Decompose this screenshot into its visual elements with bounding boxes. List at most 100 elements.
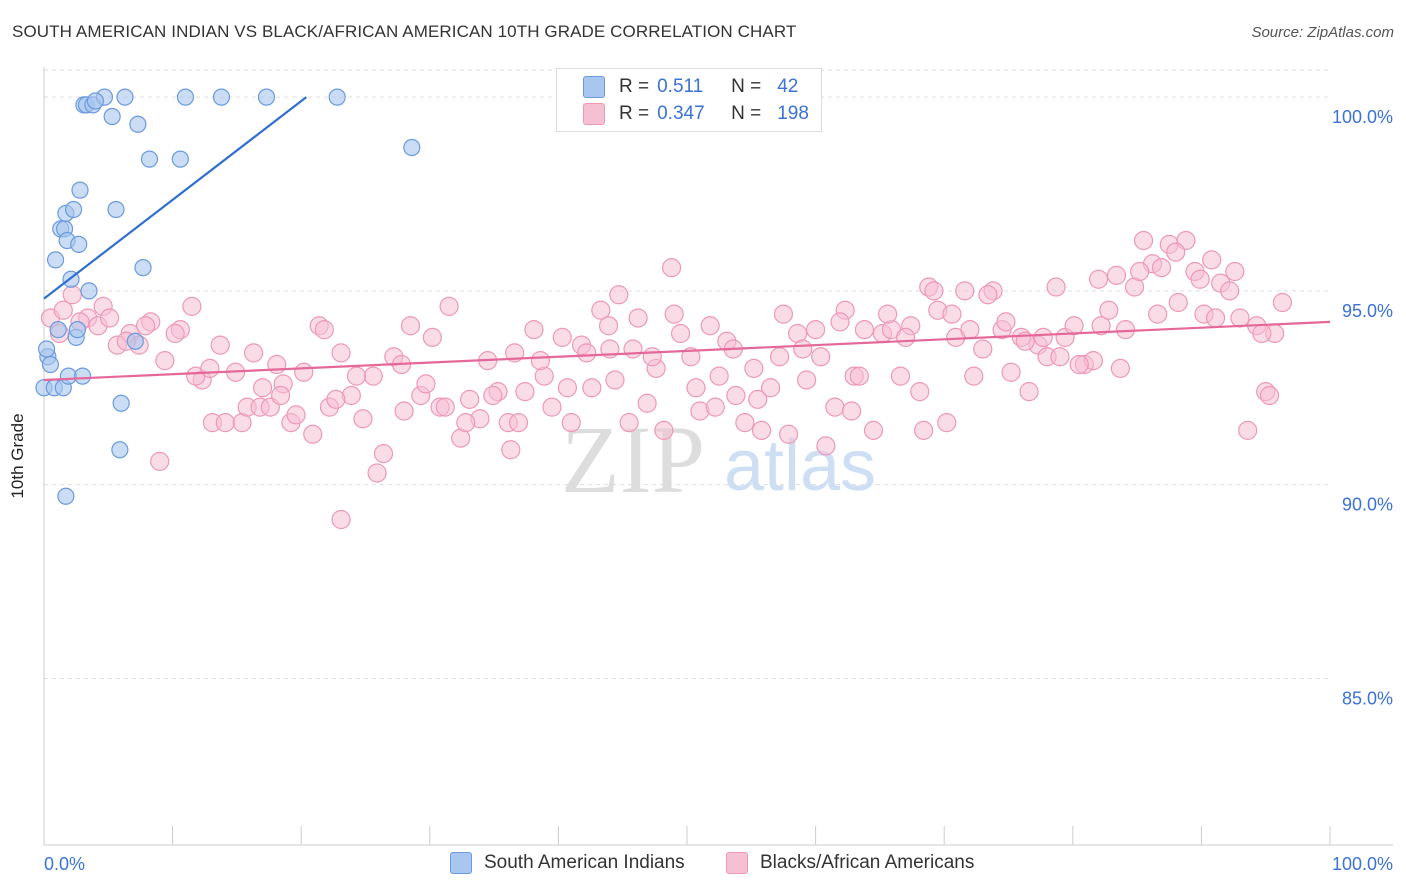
- data-point-black-african-american: [1168, 292, 1188, 313]
- data-point-black-african-american: [744, 358, 764, 378]
- data-point-black-african-american: [1166, 242, 1186, 262]
- tick-labels: 85.0% 90.0% 95.0% 100.0% 0.0% 100.0%: [44, 107, 1393, 874]
- series-blacks-african-americans: [40, 230, 1293, 530]
- data-point-black-african-american: [623, 339, 643, 359]
- data-point-south-american-indian: [176, 88, 195, 106]
- data-point-black-african-american: [1130, 261, 1150, 282]
- data-point-black-african-american: [769, 347, 790, 367]
- data-point-south-american-indian: [103, 107, 121, 126]
- data-point-black-african-american: [460, 389, 480, 409]
- data-point-black-african-american: [964, 366, 984, 386]
- data-point-black-african-american: [842, 401, 862, 421]
- y-tick-label: 90.0%: [1342, 495, 1393, 515]
- data-point-south-american-indian: [41, 355, 60, 374]
- data-point-south-american-indian: [140, 150, 159, 168]
- data-point-black-african-american: [1148, 304, 1168, 324]
- data-point-south-american-indian: [64, 200, 83, 219]
- data-point-south-american-indian: [116, 88, 134, 106]
- data-point-black-african-american: [200, 358, 220, 378]
- data-point-black-african-american: [435, 397, 455, 417]
- data-point-black-african-american: [670, 323, 691, 344]
- legend-n-label: N =: [731, 103, 762, 124]
- data-point-south-american-indian: [46, 251, 65, 269]
- data-point-black-african-american: [773, 304, 794, 324]
- data-point-black-african-american: [1272, 292, 1293, 313]
- data-point-south-american-indian: [328, 88, 346, 106]
- watermark: ZIP atlas: [561, 406, 876, 513]
- watermark-atlas: atlas: [724, 426, 876, 506]
- data-point-south-american-indian: [257, 88, 276, 106]
- data-point-black-african-american: [1225, 261, 1245, 282]
- series-legend-label: South American Indians: [484, 852, 685, 873]
- data-point-black-african-american: [1069, 354, 1089, 375]
- data-point-black-african-american: [681, 347, 701, 367]
- data-point-black-african-american: [748, 389, 768, 409]
- trend-line-blacks-african-americans: [43, 320, 1331, 382]
- legend-row-south-american-indians: R = 0.511 N = 42: [583, 73, 798, 101]
- data-point-black-african-american: [1190, 269, 1210, 289]
- data-point-black-african-american: [244, 343, 264, 363]
- data-point-black-african-american: [210, 335, 230, 355]
- data-point-black-african-american: [294, 362, 314, 382]
- legend-n-label: N =: [731, 76, 762, 97]
- y-tick-label: 100.0%: [1332, 107, 1393, 127]
- data-point-black-african-american: [811, 347, 831, 367]
- data-point-black-african-american: [524, 320, 544, 340]
- data-point-black-african-american: [1259, 385, 1280, 406]
- data-point-black-african-american: [367, 463, 387, 483]
- data-point-black-african-american: [271, 385, 291, 406]
- legend-r-label: R =: [619, 103, 650, 124]
- data-point-south-american-indian: [107, 200, 125, 219]
- data-point-black-african-american: [796, 370, 817, 390]
- data-point-black-african-american: [735, 413, 755, 433]
- data-point-black-african-american: [1001, 362, 1021, 382]
- data-point-black-african-american: [1046, 277, 1066, 297]
- data-point-black-african-american: [286, 405, 306, 425]
- data-point-black-african-american: [501, 440, 521, 460]
- data-point-black-african-american: [700, 316, 720, 336]
- data-point-black-african-american: [896, 327, 916, 347]
- correlation-legend: R = 0.511 N = 42 R = 0.347 N = 198: [556, 68, 822, 132]
- data-point-black-african-american: [751, 420, 772, 440]
- data-point-black-african-american: [598, 316, 619, 336]
- data-point-black-african-american: [705, 397, 725, 417]
- data-point-black-african-american: [591, 300, 611, 320]
- trend-lines: [43, 96, 1331, 382]
- data-point-south-american-indian: [70, 235, 88, 253]
- data-point-black-african-american: [303, 424, 323, 444]
- data-point-black-african-american: [805, 320, 826, 340]
- data-point-south-american-indian: [49, 321, 67, 339]
- data-point-south-american-indian: [171, 150, 189, 168]
- data-point-black-african-american: [1019, 382, 1039, 402]
- legend-r-label: R =: [619, 76, 650, 97]
- data-point-black-african-american: [609, 285, 629, 305]
- data-point-black-african-american: [1151, 258, 1172, 278]
- data-point-black-african-american: [605, 370, 625, 390]
- data-point-black-african-american: [849, 366, 869, 386]
- data-point-black-african-american: [150, 451, 170, 471]
- data-point-black-african-american: [353, 409, 373, 429]
- data-point-black-african-american: [314, 320, 334, 340]
- axes: [43, 67, 1393, 846]
- data-point-black-african-american: [778, 424, 799, 444]
- data-point-black-african-american: [628, 308, 648, 328]
- data-point-black-african-american: [577, 343, 597, 363]
- data-point-black-african-american: [505, 343, 525, 363]
- data-point-black-african-american: [654, 420, 674, 440]
- data-point-black-african-american: [363, 366, 383, 386]
- data-point-south-american-indian: [71, 181, 89, 199]
- data-point-black-african-american: [996, 312, 1016, 332]
- data-point-black-african-american: [1238, 420, 1258, 440]
- x-tick-label: 100.0%: [1332, 854, 1393, 874]
- series-south-american-indians: [35, 88, 421, 505]
- data-point-south-american-indian: [80, 282, 98, 300]
- data-point-south-american-indian: [111, 441, 129, 459]
- data-point-black-african-american: [557, 378, 578, 398]
- data-point-black-african-american: [661, 258, 682, 278]
- data-point-black-african-american: [863, 420, 884, 440]
- data-point-black-african-american: [960, 320, 980, 340]
- x-tick-label: 0.0%: [44, 854, 85, 874]
- data-point-black-african-american: [1091, 316, 1111, 336]
- data-point-south-american-indian: [37, 340, 56, 358]
